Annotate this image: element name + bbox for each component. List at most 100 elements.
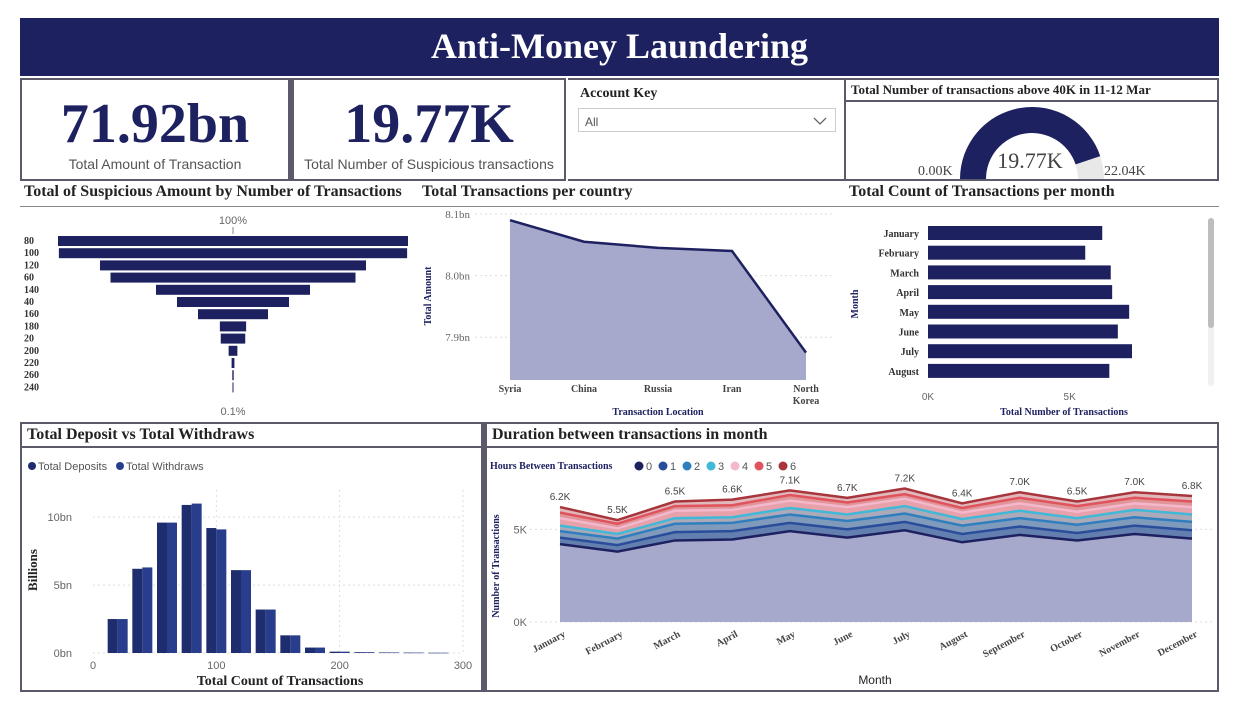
gauge-value-label: 19.77K	[997, 148, 1063, 173]
area-base	[560, 530, 1192, 622]
bar-withdraw	[167, 522, 177, 653]
x-tick-label: November	[1098, 629, 1143, 660]
deposit-withdraw-chart[interactable]: Total Count of Transactions Billions Tot…	[22, 450, 481, 690]
bar-withdraw	[339, 651, 350, 653]
bar-deposit	[305, 647, 315, 653]
depwith-ylabel: Billions	[25, 549, 40, 591]
x-tick-label: March	[652, 629, 683, 652]
bar-deposit	[181, 504, 192, 653]
country-line	[509, 218, 808, 354]
monthly-bar-chart[interactable]: Total Number of Transactions Month 0K 5K J…	[844, 208, 1219, 420]
month-label: May	[900, 308, 919, 319]
funnel-bar	[232, 370, 234, 381]
legend-marker	[682, 461, 692, 471]
bar-withdraw	[315, 647, 325, 653]
data-label: 6.7K	[837, 483, 858, 494]
data-label: 6.5K	[1067, 487, 1088, 498]
scrollbar-thumb[interactable]	[1208, 218, 1214, 328]
legend-marker	[28, 462, 36, 470]
funnel-bar	[177, 297, 289, 307]
funnel-bar	[219, 321, 247, 332]
line-series-5	[559, 492, 1193, 526]
bar-deposit	[280, 635, 291, 653]
bar-withdraw	[290, 635, 301, 653]
country-area	[510, 220, 806, 380]
depwith-xlabel: Total Count of Transactions	[197, 674, 364, 689]
duration-legend-title: Hours Between Transactions	[490, 461, 613, 472]
x-tick-label: February	[584, 629, 625, 658]
line-series-1	[559, 520, 1193, 547]
month-bar	[928, 324, 1118, 339]
month-label: February	[878, 249, 919, 260]
duration-area-chart[interactable]: Hours Between Transactions Month Number …	[487, 450, 1217, 690]
funnel-bar	[100, 260, 366, 271]
x-tick-label: 0	[90, 660, 96, 672]
country-area-chart[interactable]: Transaction Location Total Amount 8.1bn 8…	[420, 208, 840, 420]
data-label: 6.8K	[1182, 481, 1203, 492]
kpi-label-total-amount: Total Amount of Transaction	[68, 156, 242, 172]
slicer-selected-value: All	[585, 115, 599, 129]
y-tick-label: 5K	[514, 524, 528, 536]
account-key-slicer: Account Key All	[568, 78, 844, 181]
data-label: 6.6K	[722, 485, 743, 496]
monthly-xlabel: Total Number of Transactions	[1000, 407, 1128, 418]
x-tick-label: 0K	[922, 392, 935, 403]
account-key-dropdown[interactable]: All	[578, 108, 836, 132]
data-label: 6.4K	[952, 488, 973, 499]
depwith-title: Total Deposit vs Total Withdraws	[27, 426, 255, 443]
x-tick-label: May	[775, 629, 797, 648]
bar-deposit	[379, 652, 389, 654]
kpi-value-total-amount: 71.92bn	[60, 93, 250, 155]
bar-deposit	[107, 619, 118, 653]
legend-label: 3	[718, 461, 724, 473]
legend-marker	[730, 461, 740, 471]
x-tick-label: April	[714, 629, 739, 650]
funnel-title: Total of Suspicious Amount by Number of …	[24, 183, 402, 200]
bar-deposit	[157, 522, 167, 653]
funnel-chart[interactable]: 100% 0.1% 801001206014040160180202002202…	[20, 208, 420, 420]
funnel-bar	[156, 284, 310, 295]
kpi-card-total-amount[interactable]: 71.92bn Total Amount of Transaction	[20, 78, 290, 181]
funnel-bar	[231, 358, 235, 368]
bar-withdraw	[413, 652, 424, 654]
legend-label: 4	[742, 461, 748, 473]
legend-label: 2	[694, 461, 700, 473]
funnel-category-label: 120	[24, 260, 39, 271]
month-bar	[928, 304, 1130, 319]
data-label: 5.5K	[607, 505, 628, 516]
funnel-bar	[58, 248, 408, 259]
legend-marker	[778, 461, 788, 471]
funnel-category-label: 240	[24, 382, 39, 393]
month-bar	[928, 226, 1103, 240]
month-label: January	[883, 229, 919, 240]
x-tick-label: 300	[454, 660, 472, 672]
funnel-category-label: 100	[24, 248, 39, 259]
legend-marker	[658, 461, 668, 471]
funnel-category-label: 140	[24, 285, 39, 296]
legend-marker	[634, 461, 644, 471]
month-bar	[928, 363, 1110, 378]
x-tick-label: October	[1048, 629, 1085, 655]
bar-deposit	[403, 652, 414, 654]
bar-withdraw	[241, 570, 251, 653]
kpi-card-suspicious-count[interactable]: 19.77K Total Number of Suspicious transa…	[290, 78, 566, 181]
gauge-chart: 19.77K 0.00K 22.04K	[918, 106, 1146, 179]
funnel-bar	[220, 333, 246, 344]
funnel-bar	[198, 309, 268, 320]
monthly-title: Total Count of Transactions per month	[849, 183, 1115, 200]
gauge-card[interactable]: Total Number of transactions above 40K i…	[844, 78, 1219, 181]
line-series-4	[559, 497, 1193, 530]
bar-withdraw	[364, 652, 375, 653]
bar-withdraw	[438, 652, 449, 654]
bar-deposit	[329, 651, 340, 653]
bar-withdraw	[142, 567, 153, 653]
funnel-category-label: 20	[24, 334, 34, 345]
funnel-category-label: 180	[24, 321, 39, 332]
bar-withdraw	[117, 619, 128, 653]
funnel-category-label: 80	[24, 236, 34, 247]
legend-marker	[706, 461, 716, 471]
legend-label: 5	[766, 461, 772, 473]
x-tick-label: June	[831, 629, 855, 649]
legend-label: 0	[646, 461, 652, 473]
section-divider	[20, 206, 1219, 207]
